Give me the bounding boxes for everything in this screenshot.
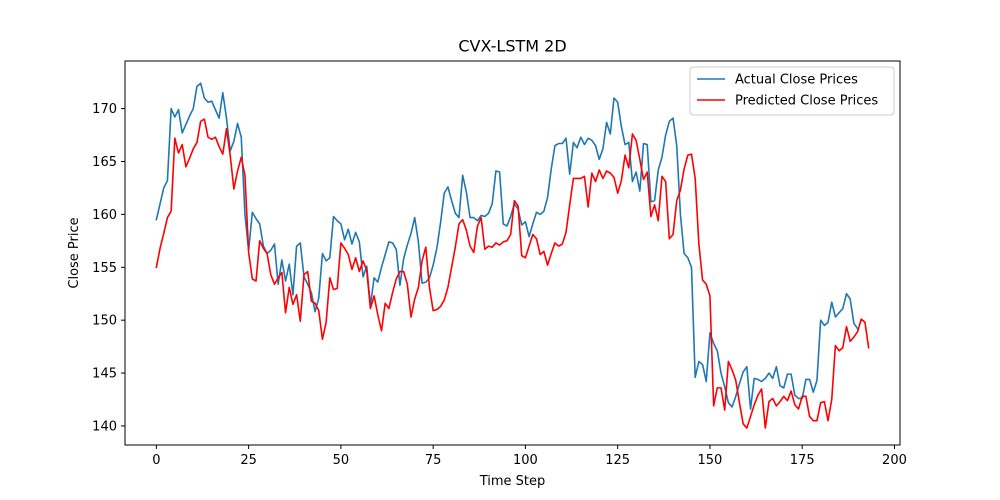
chart-title: CVX-LSTM 2D xyxy=(458,37,566,56)
x-tick-label: 150 xyxy=(698,453,723,468)
y-tick-label: 160 xyxy=(92,208,117,223)
y-tick-label: 140 xyxy=(92,419,117,434)
legend-box xyxy=(689,66,895,116)
series-line-1 xyxy=(155,82,859,410)
x-tick-label: 125 xyxy=(605,453,630,468)
x-axis-label: Time Step xyxy=(479,474,546,489)
legend-label-1: Actual Close Prices xyxy=(735,73,858,88)
y-axis-label: Close Price xyxy=(67,217,82,288)
plot-area: 0 25 50 75 100 125 150 175 200 140 145 150 155 160 165… xyxy=(92,60,907,468)
series-line-2 xyxy=(155,118,870,429)
x-tick-label: 75 xyxy=(425,453,442,468)
y-tick-label: 170 xyxy=(92,102,117,117)
x-tick-label: 100 xyxy=(513,453,538,468)
x-tick-label: 200 xyxy=(882,453,907,468)
plot-frame xyxy=(124,60,901,446)
legend: Actual Close Prices Predicted Close Price… xyxy=(689,66,895,116)
legend-label-2: Predicted Close Prices xyxy=(735,94,878,109)
y-tick-label: 145 xyxy=(92,367,117,382)
x-tick-label: 25 xyxy=(240,453,257,468)
x-tick-label: 0 xyxy=(152,453,160,468)
x-tick-label: 175 xyxy=(790,453,815,468)
y-tick-label: 150 xyxy=(92,314,117,329)
y-tick-label: 165 xyxy=(92,155,117,170)
y-tick-label: 155 xyxy=(92,261,117,276)
x-tick-label: 50 xyxy=(333,453,350,468)
